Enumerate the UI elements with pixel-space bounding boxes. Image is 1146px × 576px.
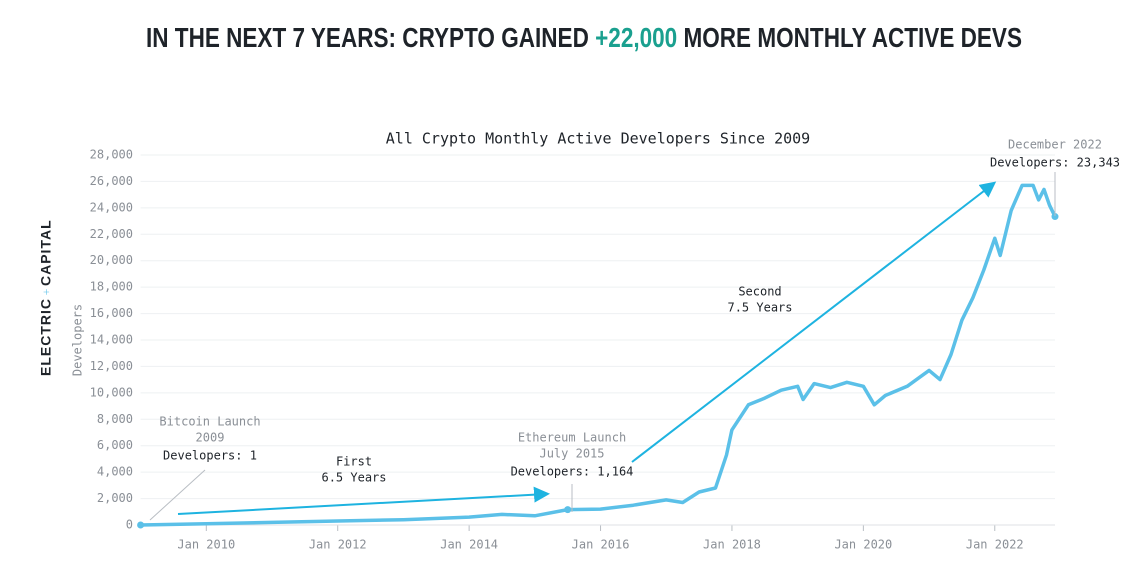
y-axis-label: Developers — [71, 304, 85, 376]
logo: ELECTRIC + CAPITAL — [38, 219, 54, 376]
annotation: Ethereum Launch — [518, 431, 626, 445]
x-tick-label: Jan 2014 — [440, 538, 498, 552]
annotations: Bitcoin Launch 2009 Developers: 1 Ethere… — [159, 138, 1120, 485]
y-tick-label: 24,000 — [90, 200, 133, 214]
x-tick-label: Jan 2018 — [703, 538, 761, 552]
logo-part: CAPITAL — [38, 219, 54, 286]
annotation: Developers: 1,164 — [511, 465, 634, 479]
annotation: July 2015 — [539, 447, 604, 461]
x-tick-label: Jan 2010 — [177, 538, 235, 552]
x-tick-label: Jan 2016 — [572, 538, 630, 552]
y-tick-label: 26,000 — [90, 174, 133, 188]
annotation: Bitcoin Launch — [159, 415, 260, 429]
logo-part: ELECTRIC — [38, 298, 54, 376]
y-tick-label: 20,000 — [90, 253, 133, 267]
annotation: First — [336, 455, 372, 469]
y-tick-label: 22,000 — [90, 227, 133, 241]
annotation: Developers: 1 — [163, 449, 257, 463]
annotation: Developers: 23,343 — [990, 156, 1120, 170]
y-tick-label: 6,000 — [97, 438, 133, 452]
y-tick-label: 18,000 — [90, 280, 133, 294]
point — [1051, 213, 1059, 221]
y-tick-label: 2,000 — [97, 491, 133, 505]
y-tick-label: 28,000 — [90, 148, 133, 162]
x-tick-label: Jan 2012 — [309, 538, 367, 552]
y-tick-label: 16,000 — [90, 306, 133, 320]
title-highlight: +22,000 — [595, 22, 677, 53]
title-part: MORE MONTHLY ACTIVE DEVS — [677, 22, 1022, 53]
arrow-first — [177, 486, 550, 515]
y-tick-label: 8,000 — [97, 412, 133, 426]
title: IN THE NEXT 7 YEARS: CRYPTO GAINED +22,0… — [146, 22, 1022, 53]
y-tick-label: 14,000 — [90, 333, 133, 347]
grid: 0 2,000 4,000 6,000 8,000 10,000 12,000 14,000 1… — [90, 148, 1055, 552]
callout-line — [149, 469, 206, 521]
annotation: 7.5 Years — [727, 301, 792, 315]
y-tick-label: 10,000 — [90, 385, 133, 399]
title-part: IN THE NEXT 7 YEARS: CRYPTO GAINED — [146, 22, 595, 53]
x-tick-label: Jan 2020 — [834, 538, 892, 552]
point — [564, 506, 572, 514]
y-tick-label: 0 — [126, 518, 133, 532]
plot — [137, 183, 1059, 529]
y-tick-label: 4,000 — [97, 465, 133, 479]
point — [137, 521, 145, 529]
arrow-second — [631, 181, 997, 463]
annotation: Second — [738, 285, 781, 299]
subtitle: All Crypto Monthly Active Developers Sin… — [386, 130, 810, 148]
x-tick-label: Jan 2022 — [966, 538, 1024, 552]
annotation: 2009 — [196, 431, 225, 445]
annotation: 6.5 Years — [321, 471, 386, 485]
line — [140, 183, 1057, 527]
annotation: December 2022 — [1008, 138, 1102, 152]
y-tick-label: 12,000 — [90, 359, 133, 373]
logo-mark: + — [39, 288, 53, 295]
